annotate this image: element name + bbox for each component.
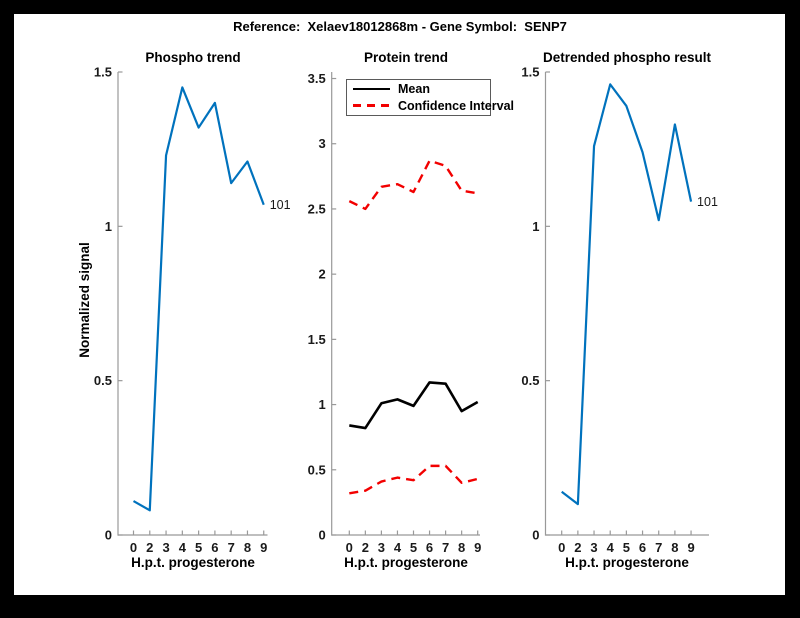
protein-mean-line	[349, 381, 479, 430]
legend: Mean Confidence Interval	[346, 79, 514, 116]
x-tick-label: 6	[426, 540, 433, 555]
x-tick-label: 5	[195, 540, 202, 555]
y-tick-label: 2.5	[308, 201, 326, 216]
x-axis-label-protein: H.p.t. progesterone	[344, 555, 468, 570]
end-point-label: 101	[697, 195, 718, 209]
x-tick-label: 0	[346, 540, 353, 555]
y-axis-label: Normalized signal	[77, 242, 92, 358]
x-tick-label: 2	[362, 540, 369, 555]
x-tick-label: 4	[394, 540, 402, 555]
legend-entry-confidence-interval: Confidence Interval	[353, 98, 514, 113]
x-tick-label: 5	[410, 540, 417, 555]
phospho-phospho-signal-line	[132, 86, 265, 512]
chart-protein: 00.511.522.533.50 2 3 4 5 6 7 8 9	[308, 71, 482, 555]
y-tick-label: 1	[105, 219, 112, 234]
y-tick-label: 0.5	[521, 373, 539, 388]
x-axis-label-phospho: H.p.t. progesterone	[131, 555, 255, 570]
y-tick-label: 1	[318, 397, 325, 412]
x-tick-label: 6	[211, 540, 218, 555]
protein-ci-upper-line	[348, 159, 478, 211]
legend-entry-mean: Mean	[353, 82, 490, 97]
x-tick-label: 3	[378, 540, 385, 555]
y-tick-label: 3.5	[308, 71, 326, 86]
x-tick-label: 4	[179, 540, 187, 555]
x-tick-label: 9	[687, 540, 694, 555]
y-tick-label: 1.5	[94, 65, 112, 80]
y-tick-label: 0	[318, 528, 325, 543]
x-tick-label: 3	[162, 540, 169, 555]
figure-title: Reference: Xelaev18012868m - Gene Symbol…	[233, 19, 567, 34]
x-tick-label: 8	[671, 540, 678, 555]
x-tick-label: 6	[639, 540, 646, 555]
subplot-title-detrended: Detrended phospho result	[542, 50, 711, 65]
x-tick-label: 0	[558, 540, 565, 555]
y-tick-label: 0	[105, 528, 112, 543]
y-tick-label: 2	[318, 267, 325, 282]
y-tick-label: 1	[532, 219, 539, 234]
mean-line-sample	[353, 88, 390, 91]
x-tick-label: 7	[655, 540, 662, 555]
y-tick-label: 0	[532, 528, 539, 543]
y-tick-label: 0.5	[94, 373, 112, 388]
y-tick-label: 1.5	[521, 65, 539, 80]
legend-label-mean: Mean	[398, 82, 430, 97]
legend-label-confidence-interval: Confidence Interval	[398, 98, 514, 113]
x-tick-label: 0	[130, 540, 137, 555]
x-tick-label: 9	[474, 540, 481, 555]
subplot-title-phospho: Phospho trend	[145, 50, 241, 65]
confidence-interval-line-sample	[353, 104, 390, 108]
x-tick-label: 7	[442, 540, 449, 555]
x-tick-label: 7	[228, 540, 235, 555]
y-tick-label: 3	[318, 136, 325, 151]
x-tick-label: 2	[146, 540, 153, 555]
x-tick-label: 2	[574, 540, 581, 555]
y-tick-label: 0.5	[308, 462, 326, 477]
subplot-title-protein: Protein trend	[363, 50, 448, 65]
x-tick-label: 5	[623, 540, 630, 555]
x-tick-label: 8	[244, 540, 251, 555]
x-tick-label: 8	[458, 540, 465, 555]
protein-ci-lower-line	[349, 464, 478, 495]
end-point-label: 101	[270, 198, 291, 212]
x-axis-label-detrended: H.p.t. progesterone	[565, 555, 689, 570]
y-tick-label: 1.5	[308, 332, 326, 347]
detrended-detrended-phospho-line	[561, 83, 693, 506]
x-tick-label: 3	[590, 540, 597, 555]
x-tick-label: 9	[260, 540, 267, 555]
x-tick-label: 4	[607, 540, 615, 555]
